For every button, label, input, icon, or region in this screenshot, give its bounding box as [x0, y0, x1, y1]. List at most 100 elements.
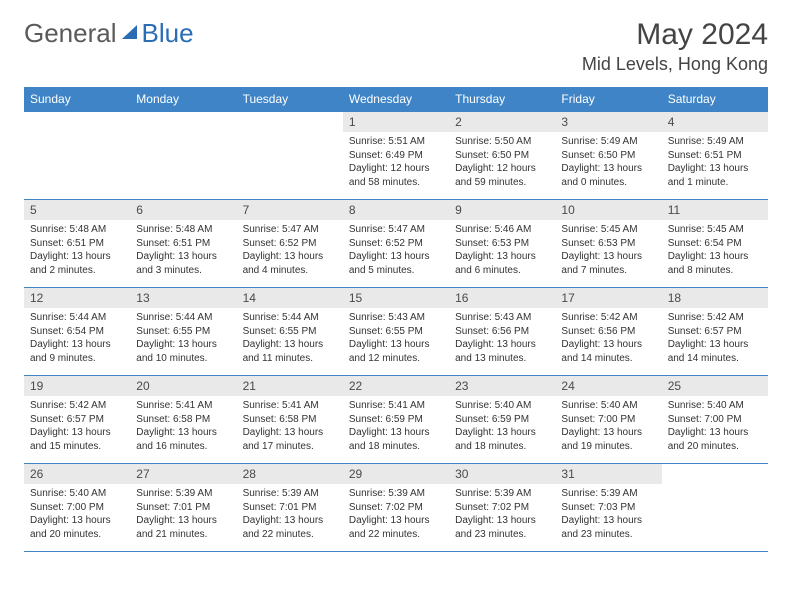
calendar-day-cell: 8Sunrise: 5:47 AMSunset: 6:52 PMDaylight…: [343, 200, 449, 288]
day-info: Sunrise: 5:44 AMSunset: 6:54 PMDaylight:…: [24, 308, 130, 369]
calendar-day-cell: 18Sunrise: 5:42 AMSunset: 6:57 PMDayligh…: [662, 288, 768, 376]
day-number: 6: [130, 200, 236, 220]
day-info: Sunrise: 5:49 AMSunset: 6:51 PMDaylight:…: [662, 132, 768, 193]
daylight-line-1: Daylight: 13 hours: [455, 514, 549, 528]
sunrise-line: Sunrise: 5:45 AM: [668, 223, 762, 237]
daylight-line-2: and 20 minutes.: [30, 528, 124, 542]
sunset-line: Sunset: 6:58 PM: [136, 413, 230, 427]
day-info: Sunrise: 5:39 AMSunset: 7:01 PMDaylight:…: [237, 484, 343, 545]
sunset-line: Sunset: 6:57 PM: [668, 325, 762, 339]
day-info: Sunrise: 5:48 AMSunset: 6:51 PMDaylight:…: [24, 220, 130, 281]
sunset-line: Sunset: 6:56 PM: [561, 325, 655, 339]
daylight-line-2: and 23 minutes.: [455, 528, 549, 542]
day-number: 23: [449, 376, 555, 396]
calendar-body: ...1Sunrise: 5:51 AMSunset: 6:49 PMDayli…: [24, 112, 768, 552]
day-info: Sunrise: 5:40 AMSunset: 7:00 PMDaylight:…: [24, 484, 130, 545]
sunset-line: Sunset: 6:52 PM: [349, 237, 443, 251]
sunset-line: Sunset: 6:52 PM: [243, 237, 337, 251]
calendar-day-cell: 24Sunrise: 5:40 AMSunset: 7:00 PMDayligh…: [555, 376, 661, 464]
daylight-line-1: Daylight: 13 hours: [349, 426, 443, 440]
day-number: 11: [662, 200, 768, 220]
sunrise-line: Sunrise: 5:39 AM: [561, 487, 655, 501]
daylight-line-1: Daylight: 13 hours: [243, 426, 337, 440]
daylight-line-1: Daylight: 13 hours: [136, 338, 230, 352]
calendar-day-cell: 3Sunrise: 5:49 AMSunset: 6:50 PMDaylight…: [555, 112, 661, 200]
sunrise-line: Sunrise: 5:44 AM: [243, 311, 337, 325]
day-number: 5: [24, 200, 130, 220]
sunset-line: Sunset: 6:50 PM: [455, 149, 549, 163]
weekday-header: Tuesday: [237, 87, 343, 112]
daylight-line-2: and 2 minutes.: [30, 264, 124, 278]
daylight-line-1: Daylight: 13 hours: [455, 426, 549, 440]
day-number: 15: [343, 288, 449, 308]
daylight-line-2: and 0 minutes.: [561, 176, 655, 190]
day-number: 10: [555, 200, 661, 220]
daylight-line-2: and 14 minutes.: [561, 352, 655, 366]
sunset-line: Sunset: 7:01 PM: [243, 501, 337, 515]
calendar-table: SundayMondayTuesdayWednesdayThursdayFrid…: [24, 87, 768, 552]
sunset-line: Sunset: 6:55 PM: [136, 325, 230, 339]
daylight-line-1: Daylight: 13 hours: [30, 338, 124, 352]
day-number: 24: [555, 376, 661, 396]
daylight-line-1: Daylight: 13 hours: [30, 426, 124, 440]
day-info: Sunrise: 5:40 AMSunset: 6:59 PMDaylight:…: [449, 396, 555, 457]
calendar-day-cell: 1Sunrise: 5:51 AMSunset: 6:49 PMDaylight…: [343, 112, 449, 200]
header: General Blue May 2024 Mid Levels, Hong K…: [24, 18, 768, 75]
daylight-line-2: and 22 minutes.: [243, 528, 337, 542]
daylight-line-2: and 6 minutes.: [455, 264, 549, 278]
daylight-line-2: and 16 minutes.: [136, 440, 230, 454]
daylight-line-2: and 10 minutes.: [136, 352, 230, 366]
sunset-line: Sunset: 6:51 PM: [30, 237, 124, 251]
calendar-day-cell: .: [237, 112, 343, 200]
day-info: Sunrise: 5:45 AMSunset: 6:54 PMDaylight:…: [662, 220, 768, 281]
daylight-line-1: Daylight: 13 hours: [668, 250, 762, 264]
calendar-day-cell: 14Sunrise: 5:44 AMSunset: 6:55 PMDayligh…: [237, 288, 343, 376]
day-info: Sunrise: 5:44 AMSunset: 6:55 PMDaylight:…: [237, 308, 343, 369]
day-number: 18: [662, 288, 768, 308]
calendar-day-cell: 27Sunrise: 5:39 AMSunset: 7:01 PMDayligh…: [130, 464, 236, 552]
daylight-line-2: and 4 minutes.: [243, 264, 337, 278]
daylight-line-1: Daylight: 13 hours: [455, 338, 549, 352]
day-number: 26: [24, 464, 130, 484]
sunset-line: Sunset: 6:55 PM: [349, 325, 443, 339]
day-info: Sunrise: 5:40 AMSunset: 7:00 PMDaylight:…: [555, 396, 661, 457]
day-number: 3: [555, 112, 661, 132]
sunrise-line: Sunrise: 5:40 AM: [561, 399, 655, 413]
logo-text-blue: Blue: [142, 18, 194, 49]
sunrise-line: Sunrise: 5:40 AM: [30, 487, 124, 501]
calendar-day-cell: 22Sunrise: 5:41 AMSunset: 6:59 PMDayligh…: [343, 376, 449, 464]
daylight-line-1: Daylight: 12 hours: [349, 162, 443, 176]
day-number: 21: [237, 376, 343, 396]
sunrise-line: Sunrise: 5:40 AM: [455, 399, 549, 413]
calendar-day-cell: 29Sunrise: 5:39 AMSunset: 7:02 PMDayligh…: [343, 464, 449, 552]
calendar-day-cell: .: [24, 112, 130, 200]
calendar-day-cell: 26Sunrise: 5:40 AMSunset: 7:00 PMDayligh…: [24, 464, 130, 552]
sunrise-line: Sunrise: 5:47 AM: [349, 223, 443, 237]
daylight-line-2: and 9 minutes.: [30, 352, 124, 366]
calendar-day-cell: 25Sunrise: 5:40 AMSunset: 7:00 PMDayligh…: [662, 376, 768, 464]
calendar-day-cell: 30Sunrise: 5:39 AMSunset: 7:02 PMDayligh…: [449, 464, 555, 552]
day-number: 12: [24, 288, 130, 308]
day-number: 4: [662, 112, 768, 132]
calendar-day-cell: 7Sunrise: 5:47 AMSunset: 6:52 PMDaylight…: [237, 200, 343, 288]
day-number: 13: [130, 288, 236, 308]
calendar-day-cell: .: [662, 464, 768, 552]
daylight-line-1: Daylight: 13 hours: [136, 250, 230, 264]
daylight-line-2: and 13 minutes.: [455, 352, 549, 366]
location: Mid Levels, Hong Kong: [582, 54, 768, 75]
daylight-line-2: and 11 minutes.: [243, 352, 337, 366]
day-number: 17: [555, 288, 661, 308]
daylight-line-2: and 3 minutes.: [136, 264, 230, 278]
daylight-line-2: and 1 minute.: [668, 176, 762, 190]
calendar-day-cell: 21Sunrise: 5:41 AMSunset: 6:58 PMDayligh…: [237, 376, 343, 464]
logo-text-general: General: [24, 18, 117, 49]
sunset-line: Sunset: 7:02 PM: [349, 501, 443, 515]
sunrise-line: Sunrise: 5:46 AM: [455, 223, 549, 237]
daylight-line-1: Daylight: 13 hours: [561, 338, 655, 352]
sunset-line: Sunset: 6:55 PM: [243, 325, 337, 339]
sunset-line: Sunset: 6:53 PM: [455, 237, 549, 251]
sunrise-line: Sunrise: 5:48 AM: [30, 223, 124, 237]
sunrise-line: Sunrise: 5:49 AM: [668, 135, 762, 149]
sunrise-line: Sunrise: 5:41 AM: [136, 399, 230, 413]
sunset-line: Sunset: 6:57 PM: [30, 413, 124, 427]
